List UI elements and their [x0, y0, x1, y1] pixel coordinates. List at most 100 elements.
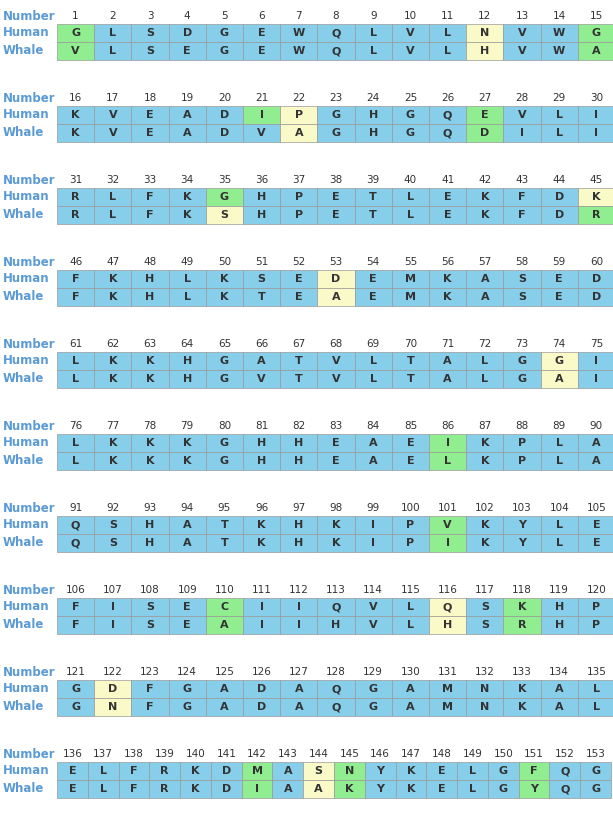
- Text: D: D: [222, 784, 231, 794]
- Text: D: D: [592, 274, 601, 284]
- Text: K: K: [191, 766, 200, 776]
- Bar: [578, 534, 613, 552]
- Text: L: L: [444, 456, 451, 466]
- Text: 130: 130: [400, 667, 421, 677]
- Bar: [466, 516, 503, 534]
- Text: L: L: [593, 702, 600, 712]
- Text: H: H: [368, 128, 378, 138]
- Bar: [429, 452, 466, 470]
- Text: L: L: [370, 46, 377, 56]
- Text: L: L: [109, 192, 116, 202]
- Text: 48: 48: [143, 257, 157, 267]
- Bar: [131, 124, 169, 142]
- Bar: [466, 24, 503, 42]
- Text: E: E: [69, 766, 76, 776]
- Bar: [318, 206, 354, 224]
- Text: Human: Human: [3, 682, 50, 696]
- Text: V: V: [109, 110, 117, 120]
- Bar: [280, 42, 318, 60]
- Text: 12: 12: [478, 11, 492, 21]
- Text: Human: Human: [3, 273, 50, 285]
- Text: Q: Q: [331, 684, 341, 694]
- Bar: [57, 534, 94, 552]
- Text: L: L: [184, 292, 191, 302]
- Bar: [206, 106, 243, 124]
- Bar: [392, 24, 429, 42]
- Text: E: E: [258, 46, 265, 56]
- Text: Whale: Whale: [3, 700, 44, 714]
- Text: G: G: [220, 46, 229, 56]
- Bar: [466, 206, 503, 224]
- Bar: [169, 24, 206, 42]
- Text: K: K: [481, 538, 489, 548]
- Bar: [57, 106, 94, 124]
- Text: 121: 121: [66, 667, 86, 677]
- Text: Q: Q: [331, 702, 341, 712]
- Text: V: V: [406, 28, 415, 38]
- Text: 92: 92: [106, 503, 120, 513]
- Text: L: L: [109, 46, 116, 56]
- Text: 90: 90: [590, 421, 603, 431]
- Bar: [503, 370, 541, 388]
- Text: K: K: [345, 784, 354, 794]
- Text: L: L: [556, 128, 563, 138]
- Bar: [318, 188, 354, 206]
- Bar: [318, 698, 354, 716]
- Bar: [541, 124, 578, 142]
- Text: 101: 101: [438, 503, 457, 513]
- Bar: [318, 352, 354, 370]
- Text: W: W: [292, 28, 305, 38]
- Bar: [131, 42, 169, 60]
- Bar: [131, 616, 169, 634]
- Text: V: V: [109, 128, 117, 138]
- Text: 63: 63: [143, 339, 157, 349]
- Text: L: L: [72, 438, 79, 448]
- Text: V: V: [518, 110, 527, 120]
- Bar: [392, 680, 429, 698]
- Text: A: A: [183, 538, 191, 548]
- Bar: [466, 680, 503, 698]
- Bar: [206, 516, 243, 534]
- Text: W: W: [553, 46, 565, 56]
- Text: 141: 141: [216, 749, 236, 759]
- Text: 133: 133: [512, 667, 532, 677]
- Bar: [303, 762, 334, 780]
- Text: P: P: [406, 538, 414, 548]
- Text: G: G: [499, 766, 508, 776]
- Text: Y: Y: [518, 520, 526, 530]
- Text: L: L: [556, 538, 563, 548]
- Bar: [94, 616, 131, 634]
- Text: 2: 2: [110, 11, 116, 21]
- Text: A: A: [369, 456, 378, 466]
- Bar: [280, 370, 318, 388]
- Bar: [243, 516, 280, 534]
- Text: 17: 17: [106, 93, 120, 103]
- Text: 147: 147: [401, 749, 421, 759]
- Text: 142: 142: [247, 749, 267, 759]
- Bar: [318, 434, 354, 452]
- Text: K: K: [257, 520, 266, 530]
- Bar: [354, 680, 392, 698]
- Text: G: G: [183, 684, 192, 694]
- Text: 36: 36: [255, 175, 268, 185]
- Bar: [392, 434, 429, 452]
- Text: F: F: [147, 702, 154, 712]
- Text: Q: Q: [443, 110, 452, 120]
- Text: L: L: [370, 374, 377, 384]
- Text: 61: 61: [69, 339, 82, 349]
- Text: E: E: [146, 110, 154, 120]
- Text: 69: 69: [367, 339, 380, 349]
- Bar: [57, 434, 94, 452]
- Text: 39: 39: [367, 175, 380, 185]
- Text: 18: 18: [143, 93, 157, 103]
- Text: D: D: [555, 210, 564, 220]
- Text: 75: 75: [590, 339, 603, 349]
- Text: K: K: [146, 456, 154, 466]
- Bar: [429, 124, 466, 142]
- Text: A: A: [443, 374, 452, 384]
- Bar: [318, 370, 354, 388]
- Text: K: K: [109, 292, 117, 302]
- Bar: [392, 516, 429, 534]
- Bar: [549, 780, 581, 798]
- Text: G: G: [220, 456, 229, 466]
